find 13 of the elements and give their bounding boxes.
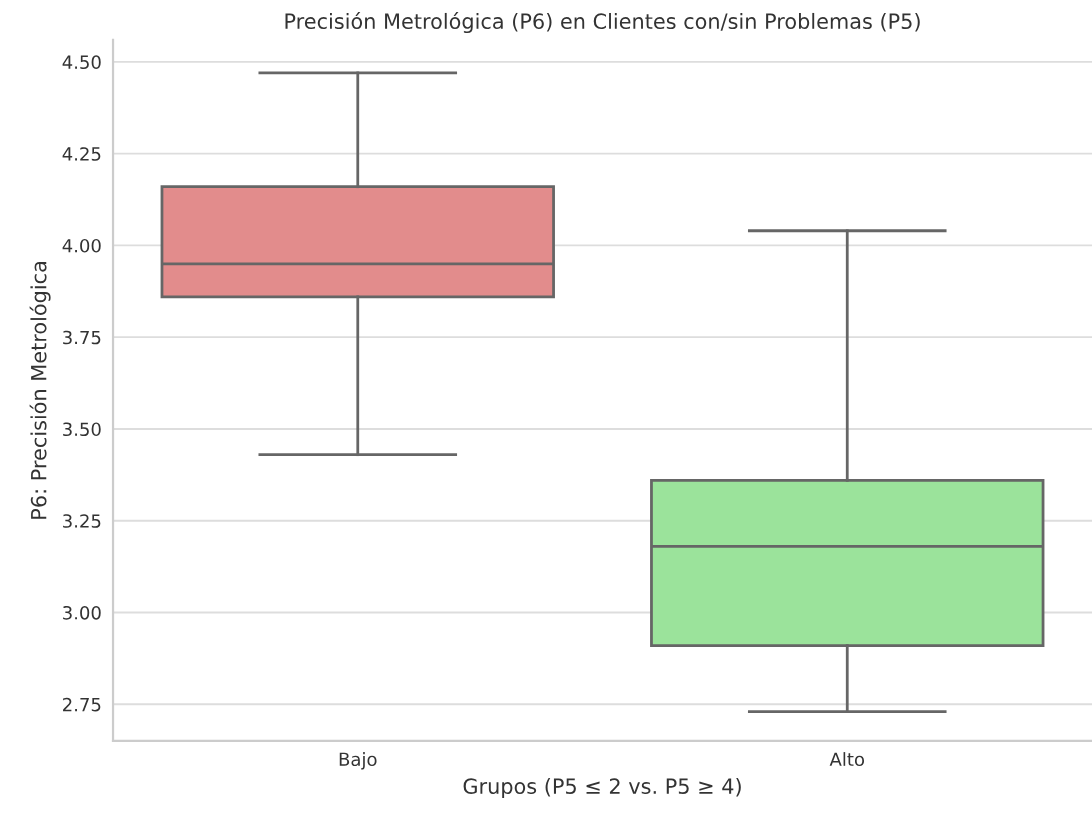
- y-tick-label: 2.75: [63, 697, 101, 712]
- y-tick-label: 3.50: [63, 422, 101, 437]
- y-tick-label: 3.75: [63, 330, 101, 345]
- y-tick-label: 4.00: [62, 238, 101, 253]
- x-tick-label: Bajo: [339, 752, 377, 770]
- x-tick-label: Alto: [829, 752, 865, 767]
- x-axis-title: Grupos (P5 ≤ 2 vs. P5 ≥ 4): [463, 777, 741, 799]
- y-tick-label: 3.00: [63, 605, 101, 620]
- chart-title: Precisión Metrológica (P6) en Clientes con/sin Problemas (P5): [285, 12, 920, 34]
- y-axis-title: P6: Precisión Metrológica: [29, 262, 51, 519]
- y-tick-label: 3.25: [63, 514, 101, 528]
- y-tick-label: 4.25: [62, 147, 101, 161]
- y-tick-label: 4.50: [62, 55, 101, 70]
